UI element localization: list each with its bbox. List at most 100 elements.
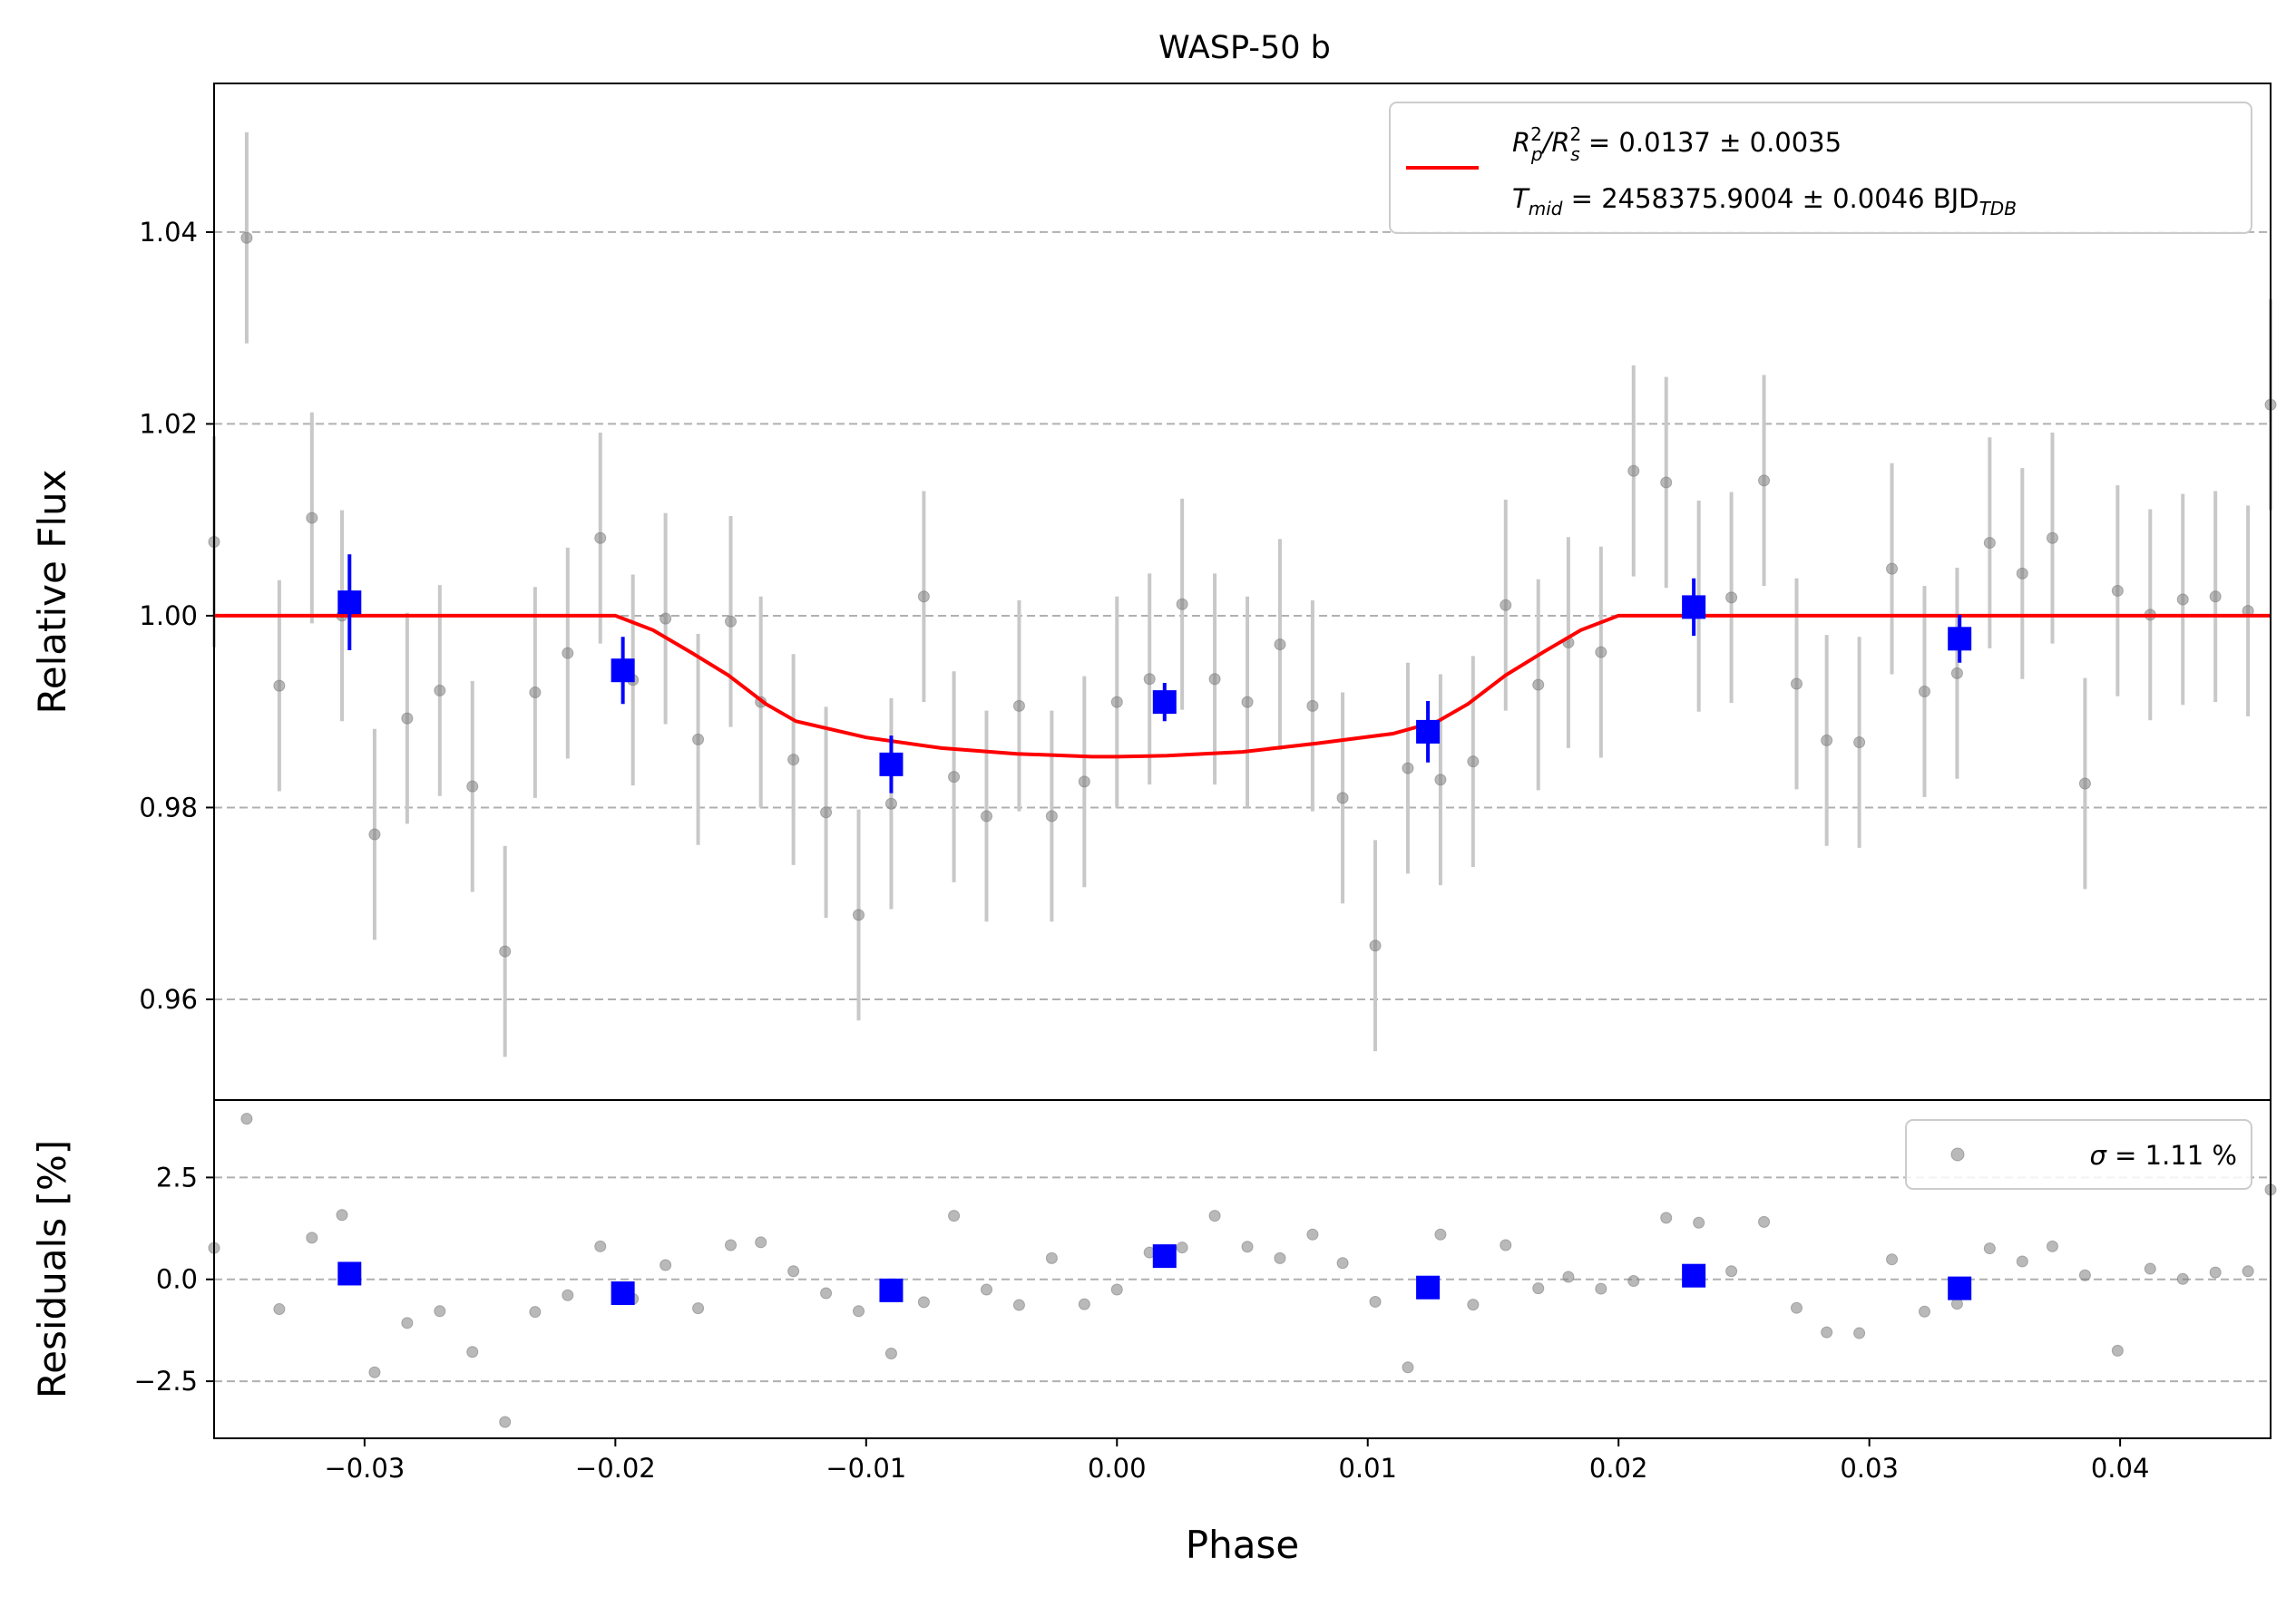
residuals-y-tick-label: 2.5 <box>156 1162 198 1193</box>
data-point <box>306 511 318 524</box>
residual-point <box>240 1113 253 1125</box>
x-tick-label: 0.01 <box>1338 1453 1397 1484</box>
residual-point <box>1983 1242 1996 1255</box>
legend-mid-time: Tmid = 2458375.9004 ± 0.0046 BJDTDB <box>1512 183 2017 219</box>
residuals-panel: −2.5 0.0 2.5 −0.03 −0.02 −0.01 0.00 0.01 0.02 0.… <box>30 1099 2277 1567</box>
transit-model-line <box>214 613 2271 759</box>
residual-point <box>2209 1266 2222 1279</box>
binned-point <box>1152 690 1177 715</box>
residual-point <box>499 1416 512 1428</box>
data-point <box>853 909 865 921</box>
data-point <box>884 797 897 810</box>
residual-point <box>1790 1301 1803 1314</box>
x-tick-label: 0.00 <box>1088 1453 1147 1484</box>
data-point <box>240 231 253 244</box>
data-point <box>948 771 961 784</box>
residual-point <box>1369 1295 1382 1308</box>
main-y-tick-label: 1.00 <box>139 600 198 631</box>
residual-point <box>692 1302 705 1315</box>
data-point <box>1402 762 1414 774</box>
residual-point <box>1627 1275 1640 1288</box>
data-point <box>434 684 446 696</box>
binned-residual-point <box>611 1281 635 1306</box>
data-point <box>368 828 381 841</box>
data-point <box>2176 593 2189 606</box>
data-point <box>401 712 414 725</box>
main-y-tick-label: 0.98 <box>139 792 198 823</box>
x-tick-label: 0.02 <box>1589 1453 1648 1484</box>
data-point <box>1790 677 1803 690</box>
residual-point <box>594 1240 607 1252</box>
residuals-points <box>208 1113 2277 1428</box>
data-point <box>1369 940 1382 952</box>
residual-point <box>1660 1212 1673 1224</box>
data-point <box>1336 792 1349 804</box>
residual-point <box>1725 1265 1738 1278</box>
residual-point <box>1434 1228 1447 1241</box>
residual-point <box>659 1259 672 1271</box>
data-point <box>1306 699 1319 712</box>
data-point <box>1241 696 1254 708</box>
residual-point <box>1918 1305 1930 1318</box>
data-point <box>1467 755 1480 768</box>
residuals-y-tick-label: 0.0 <box>156 1264 198 1295</box>
data-point <box>1532 678 1545 691</box>
data-point <box>659 612 672 625</box>
data-point <box>562 647 574 659</box>
data-point <box>273 679 286 692</box>
data-point <box>820 806 833 819</box>
residual-point <box>306 1232 318 1244</box>
data-point <box>1918 685 1930 697</box>
data-point <box>981 810 993 823</box>
data-point <box>2078 777 2091 790</box>
residual-point <box>948 1210 961 1222</box>
residual-point <box>273 1303 286 1316</box>
residual-point <box>1336 1257 1349 1270</box>
residual-point <box>884 1348 897 1360</box>
residual-point <box>917 1296 930 1309</box>
residual-point <box>981 1283 993 1296</box>
residual-point <box>1176 1242 1188 1254</box>
residual-point <box>1241 1241 1254 1253</box>
data-point <box>1110 696 1123 708</box>
residual-point <box>1595 1282 1607 1295</box>
binned-point <box>611 658 635 683</box>
residual-point <box>529 1306 542 1319</box>
residual-point <box>1886 1253 1899 1266</box>
data-point <box>1208 673 1221 686</box>
binned-residual-point <box>879 1278 904 1302</box>
binned-point <box>1948 627 1972 651</box>
data-point <box>787 754 800 766</box>
residual-point <box>434 1305 446 1318</box>
main-y-axis-label: Relative Flux <box>30 469 74 714</box>
residual-point <box>725 1239 738 1251</box>
residual-point <box>2242 1265 2254 1278</box>
binned-residual-point <box>337 1261 362 1286</box>
residual-point <box>1078 1298 1090 1310</box>
data-point <box>1853 736 1866 749</box>
main-y-tick-label: 0.96 <box>139 984 198 1015</box>
data-point <box>1434 774 1447 786</box>
main-y-ticks: 0.96 0.98 1.00 1.02 1.04 <box>139 217 214 1015</box>
binned-residual-point <box>1682 1263 1706 1288</box>
residual-point <box>2046 1240 2058 1252</box>
x-tick-label: −0.03 <box>324 1453 405 1484</box>
data-point <box>1078 775 1090 788</box>
residual-point <box>1208 1210 1221 1222</box>
residual-point <box>1853 1327 1866 1339</box>
data-point <box>2209 590 2222 603</box>
data-point <box>1627 464 1640 477</box>
residual-point <box>1306 1228 1319 1241</box>
binned-residual-point <box>1416 1275 1441 1300</box>
data-point <box>725 615 738 628</box>
main-panel: 0.96 0.98 1.00 1.02 1.04 Relative Flux R2 p/R… <box>30 83 2277 1101</box>
residual-point <box>1500 1239 1512 1251</box>
main-legend: R2 p/R2 s = 0.0137 ± 0.0035 Tmid = 2458375… <box>1389 102 2252 234</box>
data-point <box>1143 673 1156 686</box>
data-point <box>1012 699 1025 712</box>
residual-point <box>1045 1251 1058 1264</box>
residuals-y-ticks: −2.5 0.0 2.5 <box>134 1162 214 1397</box>
residual-point <box>1110 1283 1123 1296</box>
residuals-binned-points <box>337 1244 1972 1306</box>
